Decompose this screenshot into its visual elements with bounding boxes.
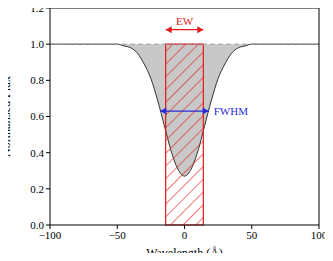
svg-text:1.2: 1.2 [30,8,44,14]
svg-text:50: 50 [246,229,258,241]
svg-text:−50: −50 [109,229,127,241]
svg-text:100: 100 [311,229,325,241]
svg-text:FWHM: FWHM [214,105,248,117]
svg-text:Normalised Flux: Normalised Flux [8,76,13,157]
svg-text:0.4: 0.4 [30,147,44,159]
svg-text:−100: −100 [38,228,62,241]
svg-text:1.0: 1.0 [30,38,44,50]
svg-text:0.6: 0.6 [30,110,44,122]
svg-text:EW: EW [176,15,194,27]
svg-text:0.0: 0.0 [30,219,44,231]
svg-text:0.8: 0.8 [30,74,44,86]
svg-text:0.2: 0.2 [30,183,44,195]
svg-text:Wavelength (Å): Wavelength (Å) [146,246,223,253]
svg-text:0: 0 [182,229,188,241]
